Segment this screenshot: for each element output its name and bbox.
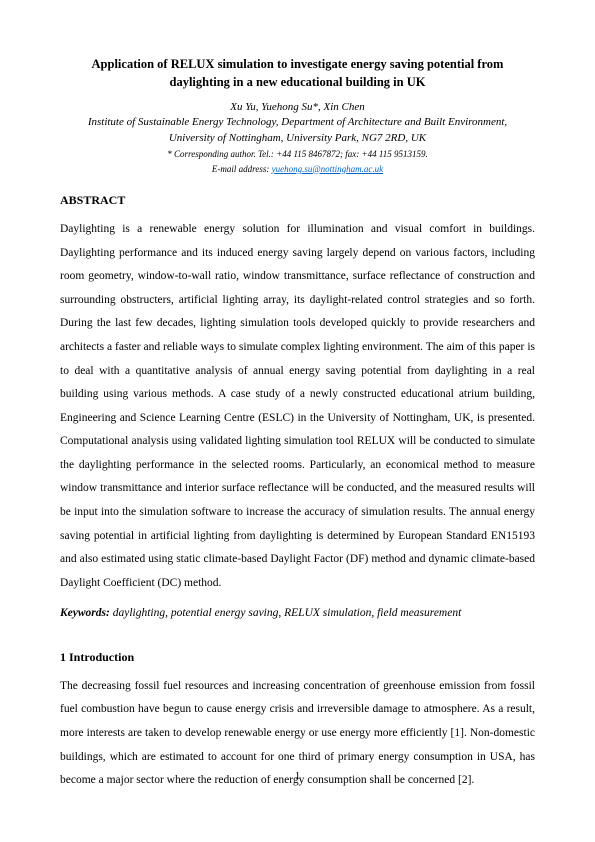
keywords-label: Keywords:: [60, 607, 110, 619]
page-number: 1: [60, 770, 535, 782]
keywords-text: daylighting, potential energy saving, RE…: [110, 607, 461, 619]
email-line: E-mail address: yuehong.su@nottingham.ac…: [60, 163, 535, 176]
email-link[interactable]: yuehong.su@nottingham.ac.uk: [272, 164, 384, 174]
affiliation-line-2: University of Nottingham, University Par…: [60, 131, 535, 146]
email-prefix: E-mail address:: [212, 164, 272, 174]
abstract-heading: ABSTRACT: [60, 193, 535, 208]
authors-line: Xu Yu, Yuehong Su*, Xin Chen: [60, 101, 535, 113]
corresponding-author-line: * Corresponding author. Tel.: +44 115 84…: [60, 148, 535, 161]
keywords-line: Keywords: daylighting, potential energy …: [60, 603, 535, 624]
affiliation-line-1: Institute of Sustainable Energy Technolo…: [60, 115, 535, 130]
abstract-body: Daylighting is a renewable energy soluti…: [60, 218, 535, 595]
introduction-heading: 1 Introduction: [60, 650, 535, 665]
paper-title: Application of RELUX simulation to inves…: [60, 55, 535, 91]
